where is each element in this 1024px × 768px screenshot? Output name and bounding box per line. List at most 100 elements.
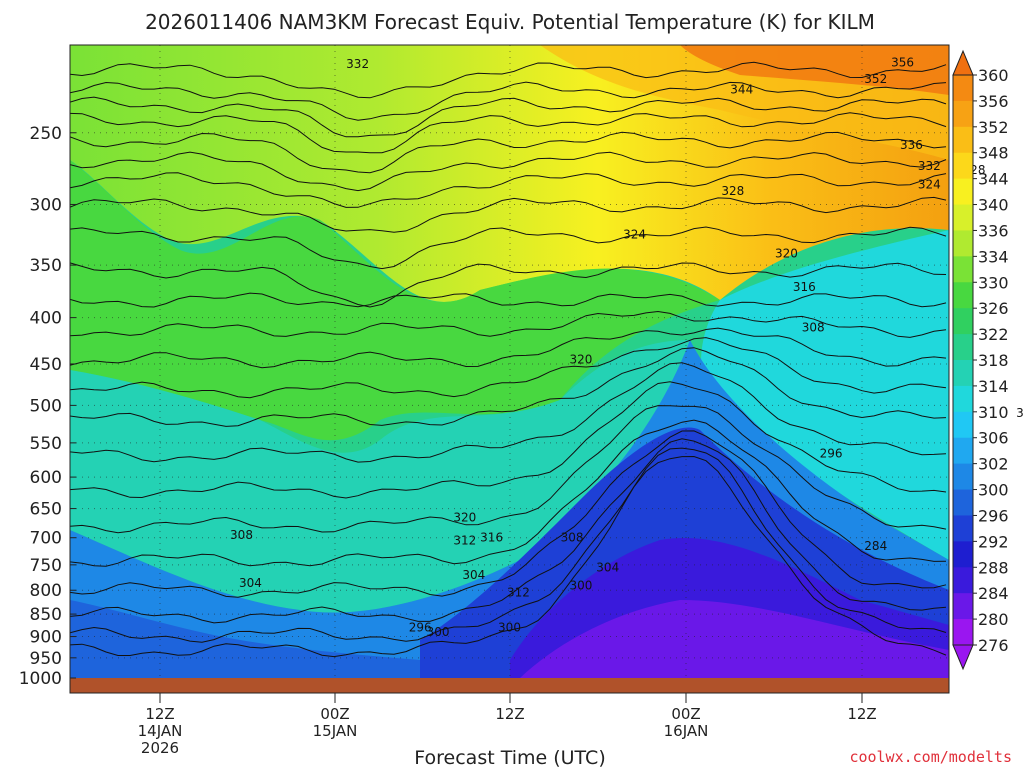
colorbar-label: 322 [978, 325, 1009, 344]
contour-label: 316 [480, 531, 503, 545]
contour-label: 344 [730, 83, 753, 97]
y-tick-label: 350 [30, 256, 62, 276]
contour-label: 320 [453, 511, 476, 525]
colorbar: 360 356 352 348 344 340 336 334 330 326 322 318 314 3… [952, 49, 1009, 671]
contour-line [70, 112, 947, 154]
region-violet [520, 600, 949, 678]
colorbar-swatch [953, 489, 973, 516]
colorbar-label: 326 [978, 299, 1009, 318]
contour-line [70, 362, 947, 463]
y-tick-label: 500 [30, 396, 62, 416]
contour-label: 332 [918, 159, 941, 173]
contour-label: 356 [891, 55, 914, 69]
colorbar-swatch [953, 152, 973, 180]
contour-line [70, 262, 947, 308]
colorbar-swatch [953, 619, 973, 646]
colorbar-swatch [953, 256, 973, 283]
contour-label: 332 [346, 57, 369, 71]
y-tick-label: 1000 [19, 669, 62, 689]
contour-label: 312 [453, 534, 476, 548]
colorbar-label: 302 [978, 455, 1009, 474]
contour-label: 300 [427, 625, 450, 639]
colorbar-swatch [953, 437, 973, 465]
contour-line [70, 455, 947, 658]
y-tick-label: 750 [30, 556, 62, 576]
contour-label: 308 [802, 320, 825, 334]
colorbar-label: 352 [978, 118, 1009, 137]
colorbar-swatch [953, 593, 973, 620]
colorbar-label: 306 [978, 429, 1009, 448]
x-tick-label: 12Z [495, 705, 524, 723]
colorbar-label: 340 [978, 196, 1009, 215]
colorbar-swatch [953, 282, 973, 309]
colorbar-label: 284 [978, 584, 1009, 603]
y-tick-label: 900 [30, 628, 62, 648]
y-tick-label: 550 [30, 434, 62, 454]
region-cyan [701, 230, 949, 560]
contour-lines [70, 61, 947, 658]
contour-line [70, 292, 947, 308]
colorbar-label: 310 [978, 403, 1009, 422]
contour-label: 304 [462, 568, 485, 582]
contour-label: 300 [570, 578, 593, 592]
colorbar-label: 334 [978, 247, 1009, 266]
contour-label: 304 [596, 560, 619, 574]
colorbar-swatch [953, 334, 973, 361]
colorbar-label: 296 [978, 506, 1009, 525]
x-tick-label: 00Z [320, 705, 349, 723]
contour-line [70, 81, 947, 121]
y-tick-label: 250 [30, 124, 62, 144]
colorbar-label: 330 [978, 273, 1009, 292]
contour-line [70, 405, 947, 534]
colorbar-swatch [953, 230, 973, 257]
contour-line [70, 131, 947, 174]
plot-area [70, 45, 949, 678]
colorbar-label: 280 [978, 610, 1009, 629]
contour-line [70, 419, 947, 567]
y-tick-label: 600 [30, 468, 62, 488]
colorbar-swatch [953, 100, 973, 128]
grid-lines [70, 45, 949, 678]
region-mid-green [70, 160, 720, 441]
contour-label: 296 [409, 621, 432, 635]
contour-label: 308 [1016, 406, 1024, 420]
colorbar-label: 292 [978, 532, 1009, 551]
contour-label: 320 [570, 353, 593, 367]
contour-label: 284 [864, 539, 887, 553]
contour-line [70, 61, 947, 99]
colorbar-swatch [953, 463, 973, 491]
ground-strip [70, 678, 949, 693]
x-tick-label: 12Z [145, 705, 174, 723]
contour-line [70, 447, 947, 643]
colorbar-swatch [953, 567, 973, 594]
contour-label: 324 [623, 228, 646, 242]
colorbar-swatch [953, 204, 973, 231]
colorbar-top-arrow [952, 49, 974, 76]
contour-label: 304 [239, 576, 262, 590]
colorbar-swatch [953, 360, 973, 387]
colorbar-label: 344 [978, 170, 1009, 189]
colorbar-label: 336 [978, 221, 1009, 240]
contour-label: 328 [721, 184, 744, 198]
credit-text: coolwx.com/modelts [849, 748, 1012, 766]
y-tick-label: 450 [30, 355, 62, 375]
contour-line [70, 96, 947, 138]
colorbar-label: 300 [978, 481, 1009, 500]
contour-label: 308 [561, 531, 584, 545]
contour-label: 316 [793, 280, 816, 294]
chart-title: 2026011406 NAM3KM Forecast Equiv. Potent… [145, 10, 875, 34]
contour-line [70, 430, 947, 598]
y-axis: 250 300 350 400 450 500 550 600 650 700 750 800 850 9… [19, 124, 76, 689]
contour-label: 300 [498, 621, 521, 635]
x-tick-label: 00Z [671, 705, 700, 723]
contour-line [70, 196, 947, 233]
y-tick-label: 700 [30, 529, 62, 549]
contour-line [70, 327, 947, 369]
y-tick-label: 650 [30, 500, 62, 520]
y-tick-label: 800 [30, 581, 62, 601]
colorbar-swatch [953, 385, 973, 413]
colorbar-swatch [953, 541, 973, 568]
y-tick-label: 950 [30, 649, 62, 669]
